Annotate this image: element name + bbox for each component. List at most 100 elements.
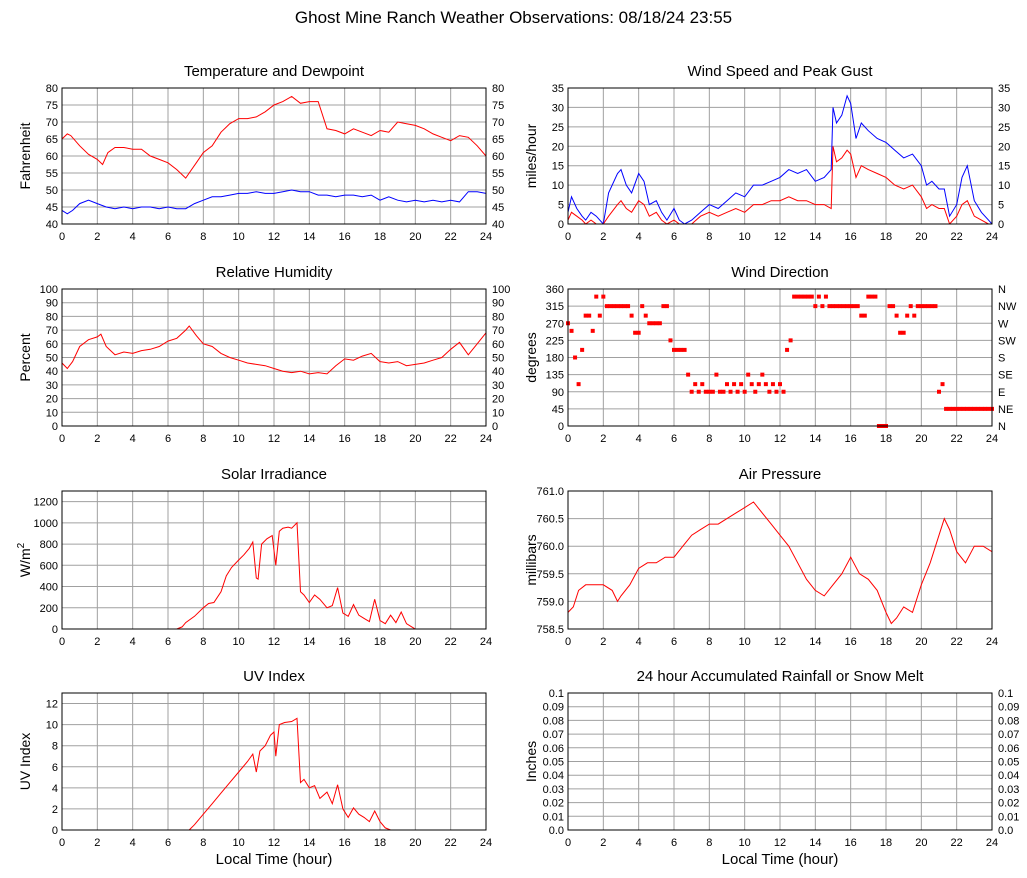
temp-frame	[61, 87, 487, 225]
wdir-compass-label: NE	[998, 404, 1013, 416]
wdir-point	[700, 382, 705, 387]
uv-x-tick-label: 16	[339, 837, 351, 849]
temp-y-tick-label: 65	[46, 134, 58, 146]
wdir-y-tick-label: 180	[546, 353, 564, 365]
wdir-point	[781, 389, 786, 394]
wdir-point	[926, 304, 931, 309]
rh-y2-tick-label: 40	[492, 366, 504, 378]
wdir-point	[809, 294, 814, 299]
temp-x-tick-label: 4	[130, 231, 136, 243]
wdir-point	[672, 347, 676, 352]
wdir-point	[661, 304, 666, 309]
rain-y-tick-label: 0.09	[543, 702, 564, 714]
rain-panel-title: 24 hour Accumulated Rainfall or Snow Mel…	[637, 668, 925, 685]
rain-y-tick-label: 0.04	[543, 770, 564, 782]
temp-x-tick-label: 22	[445, 231, 457, 243]
solar-y-tick-label: 1000	[34, 518, 58, 530]
wdir-point	[788, 338, 793, 343]
temp-x-tick-label: 14	[303, 231, 315, 243]
wdir-point	[792, 294, 797, 299]
wind-x-tick-label: 18	[880, 231, 892, 243]
rh-y2-tick-label: 50	[492, 353, 504, 365]
uv-x-tick-label: 2	[94, 837, 100, 849]
wdir-point	[622, 304, 627, 309]
wdir-point	[848, 304, 853, 309]
wdir-x-tick-label: 6	[671, 433, 677, 445]
wdir-x-tick-label: 18	[880, 433, 892, 445]
rh-y2-tick-label: 80	[492, 311, 504, 323]
rain-y2-tick-label: 0.05	[998, 757, 1019, 769]
wdir-point	[633, 330, 638, 335]
wdir-x-tick-label: 8	[706, 433, 712, 445]
wdir-point	[640, 304, 645, 309]
uv-y-tick-label: 4	[52, 783, 58, 795]
rain-x-tick-label: 16	[845, 837, 857, 849]
wdir-point	[608, 304, 613, 309]
wdir-point	[774, 389, 779, 394]
pressure-x-tick-label: 6	[671, 636, 677, 648]
wind-x-tick-label: 6	[671, 231, 677, 243]
wdir-x-tick-label: 2	[600, 433, 606, 445]
rain-y-tick-label: 0.07	[543, 729, 564, 741]
solar-x-tick-label: 8	[200, 636, 206, 648]
pressure-frame	[567, 490, 993, 630]
temp-y-axis-label: Fahrenheit	[17, 122, 33, 189]
wind-x-tick-label: 8	[706, 231, 712, 243]
wdir-y-axis-label: degrees	[523, 332, 539, 383]
rain-y2-tick-label: 0.08	[998, 715, 1019, 727]
wdir-compass-label: W	[998, 318, 1009, 330]
temp-y2-tick-label: 50	[492, 185, 504, 197]
rh-x-tick-label: 0	[59, 433, 65, 445]
pressure-x-tick-label: 18	[880, 636, 892, 648]
wdir-x-tick-label: 24	[986, 433, 998, 445]
pressure-x-tick-label: 20	[915, 636, 927, 648]
wdir-point	[675, 347, 680, 352]
rain-y-tick-label: 0.05	[543, 757, 564, 769]
rain-x-tick-label: 12	[774, 837, 786, 849]
uv-y-tick-label: 6	[52, 762, 58, 774]
uv-x-tick-label: 10	[233, 837, 245, 849]
wdir-y-tick-label: 45	[552, 404, 564, 416]
temp-y2-tick-label: 40	[492, 219, 504, 231]
wdir-point	[573, 355, 578, 360]
wdir-point	[922, 304, 927, 309]
wdir-point	[891, 304, 896, 309]
wdir-panel-title: Wind Direction	[731, 264, 829, 281]
rh-x-tick-label: 24	[480, 433, 492, 445]
solar-y-tick-label: 400	[40, 582, 58, 594]
wind-x-tick-label: 16	[845, 231, 857, 243]
wdir-point	[852, 304, 857, 309]
wdir-point	[626, 304, 631, 309]
rain-x-tick-label: 8	[706, 837, 712, 849]
rain-x-tick-label: 22	[951, 837, 963, 849]
wdir-point	[845, 304, 850, 309]
wdir-point	[919, 304, 924, 309]
rh-x-tick-label: 14	[303, 433, 315, 445]
rain-y2-tick-label: 0.02	[998, 798, 1019, 810]
solar-x-tick-label: 20	[409, 636, 421, 648]
rain-x-tick-label: 2	[600, 837, 606, 849]
wdir-point	[827, 304, 832, 309]
wdir-point	[682, 347, 687, 352]
solar-y-tick-label: 800	[40, 539, 58, 551]
wdir-point	[742, 389, 747, 394]
temp-y-tick-label: 80	[46, 83, 58, 95]
temp-x-tick-label: 20	[409, 231, 421, 243]
rain-y2-tick-label: 0.06	[998, 743, 1019, 755]
wdir-point	[721, 389, 726, 394]
solar-y-tick-label: 1200	[34, 497, 58, 509]
page-title: Ghost Mine Ranch Weather Observations: 0…	[294, 8, 733, 27]
wdir-y-tick-label: 90	[552, 387, 564, 399]
rain-y2-tick-label: 0.09	[998, 702, 1019, 714]
wdir-point	[979, 406, 984, 411]
wind-y-tick-label: 25	[552, 122, 564, 134]
pressure-x-tick-label: 24	[986, 636, 998, 648]
pressure-x-tick-label: 22	[951, 636, 963, 648]
temp-x-tick-label: 10	[233, 231, 245, 243]
wdir-point	[982, 406, 987, 411]
temp-x-tick-label: 24	[480, 231, 492, 243]
temp-series-line-0	[62, 95, 486, 179]
wind-series-line-1	[568, 146, 992, 224]
wind-x-tick-label: 14	[809, 231, 821, 243]
wdir-point	[749, 382, 754, 387]
